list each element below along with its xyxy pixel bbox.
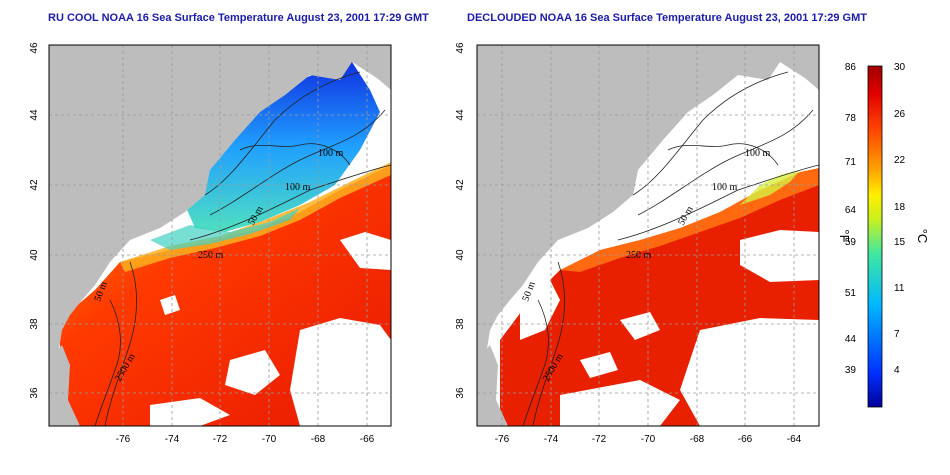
colorbar-fahrenheit-ticks: 86 78 71 64 59 51 44 39 — [845, 62, 857, 376]
right-lon-tick-5: -68 — [690, 434, 705, 445]
left-land-lower — [49, 345, 80, 426]
right-lat-tick-6: 46 — [455, 42, 466, 54]
colorbar-celsius-ticks: 30 26 22 18 15 11 7 4 — [894, 62, 906, 376]
right-contour-label-1: 100 m — [745, 148, 771, 159]
right-map-panel: 100 m 100 m 50 m 250 m 50 m 2500 m — [477, 45, 819, 426]
left-map-title: RU COOL NOAA 16 Sea Surface Temperature … — [48, 12, 429, 24]
colorbar-c-tick-4: 18 — [894, 202, 906, 213]
right-lon-tick-3: -72 — [592, 434, 607, 445]
colorbar-f-tick-8: 39 — [845, 365, 857, 376]
colorbar-c-tick-1: 30 — [894, 62, 906, 73]
left-nova-scotia — [352, 45, 391, 90]
colorbar-celsius-unit: °C — [915, 229, 930, 244]
colorbar-c-tick-6: 11 — [894, 283, 905, 294]
right-lon-tick-7: -64 — [787, 434, 802, 445]
left-lon-tick-4: -70 — [262, 434, 277, 445]
colorbar-c-tick-5: 15 — [894, 237, 906, 248]
right-land — [477, 45, 819, 360]
left-graticule — [49, 45, 391, 426]
right-yellow-front — [740, 170, 800, 205]
right-map-title: DECLOUDED NOAA 16 Sea Surface Temperatur… — [467, 12, 867, 24]
left-contour-label-1: 100 m — [318, 148, 344, 159]
colorbar-f-tick-7: 44 — [845, 334, 857, 345]
right-lat-tick-2: 38 — [455, 318, 466, 330]
left-lat-tick-6: 46 — [29, 42, 40, 54]
left-lat-tick-5: 44 — [29, 109, 40, 121]
colorbar-f-tick-1: 86 — [845, 62, 857, 73]
right-lon-tick-4: -70 — [641, 434, 656, 445]
right-bathymetry-contours — [522, 71, 819, 426]
colorbar-ramp — [867, 65, 883, 408]
right-lon-axis: -76 -74 -72 -70 -68 -66 -64 — [495, 434, 802, 445]
right-lat-tick-4: 42 — [455, 179, 466, 191]
left-cloud-mask — [150, 232, 391, 426]
left-land — [49, 45, 391, 360]
colorbar-fahrenheit-unit: °F — [837, 229, 852, 242]
right-lon-tick-6: -66 — [738, 434, 753, 445]
left-map-panel: 100 m 100 m 50 m 250 m 50 m 2500 m — [49, 45, 391, 426]
left-lon-tick-1: -76 — [116, 434, 131, 445]
left-contour-label-4: 250 m — [198, 250, 224, 261]
left-lat-tick-3: 40 — [29, 249, 40, 261]
left-lat-axis: 36 38 40 42 44 46 — [29, 42, 40, 399]
colorbar-f-tick-3: 71 — [845, 157, 857, 168]
colorbar-c-tick-8: 4 — [894, 365, 900, 376]
left-lon-tick-6: -66 — [360, 434, 375, 445]
left-cold-water — [185, 62, 380, 232]
colorbar: 86 78 71 64 59 51 44 39 30 26 22 18 15 1… — [837, 62, 930, 408]
right-lat-axis: 36 38 40 42 44 46 — [455, 42, 466, 399]
left-lat-tick-2: 38 — [29, 318, 40, 330]
right-lon-tick-2: -74 — [544, 434, 559, 445]
right-lat-tick-1: 36 — [455, 387, 466, 399]
right-cloud-mask — [520, 230, 819, 426]
right-lat-tick-5: 44 — [455, 109, 466, 121]
right-lat-tick-3: 40 — [455, 249, 466, 261]
left-lon-axis: -76 -74 -72 -70 -68 -66 — [116, 434, 375, 445]
colorbar-c-tick-3: 22 — [894, 155, 906, 166]
left-cool-shelf — [150, 208, 300, 250]
colorbar-f-tick-5: 59 — [845, 237, 857, 248]
left-lat-tick-4: 42 — [29, 179, 40, 191]
right-graticule — [477, 45, 819, 426]
left-map-frame — [48, 44, 392, 427]
colorbar-c-tick-2: 26 — [894, 109, 906, 120]
left-lon-tick-5: -68 — [311, 434, 326, 445]
right-map-frame — [476, 44, 820, 427]
right-land-lower — [477, 345, 508, 426]
right-lon-tick-1: -76 — [495, 434, 510, 445]
left-contour-label-2: 100 m — [285, 182, 311, 193]
colorbar-c-tick-7: 7 — [894, 329, 900, 340]
colorbar-f-tick-4: 64 — [845, 205, 857, 216]
left-lon-tick-2: -74 — [165, 434, 180, 445]
colorbar-f-tick-2: 78 — [845, 113, 857, 124]
right-contour-label-4: 250 m — [626, 250, 652, 261]
left-lon-tick-3: -72 — [213, 434, 228, 445]
right-contour-label-2: 100 m — [712, 182, 738, 193]
left-lat-tick-1: 36 — [29, 387, 40, 399]
colorbar-f-tick-6: 51 — [845, 288, 857, 299]
right-nova-scotia — [780, 45, 819, 90]
